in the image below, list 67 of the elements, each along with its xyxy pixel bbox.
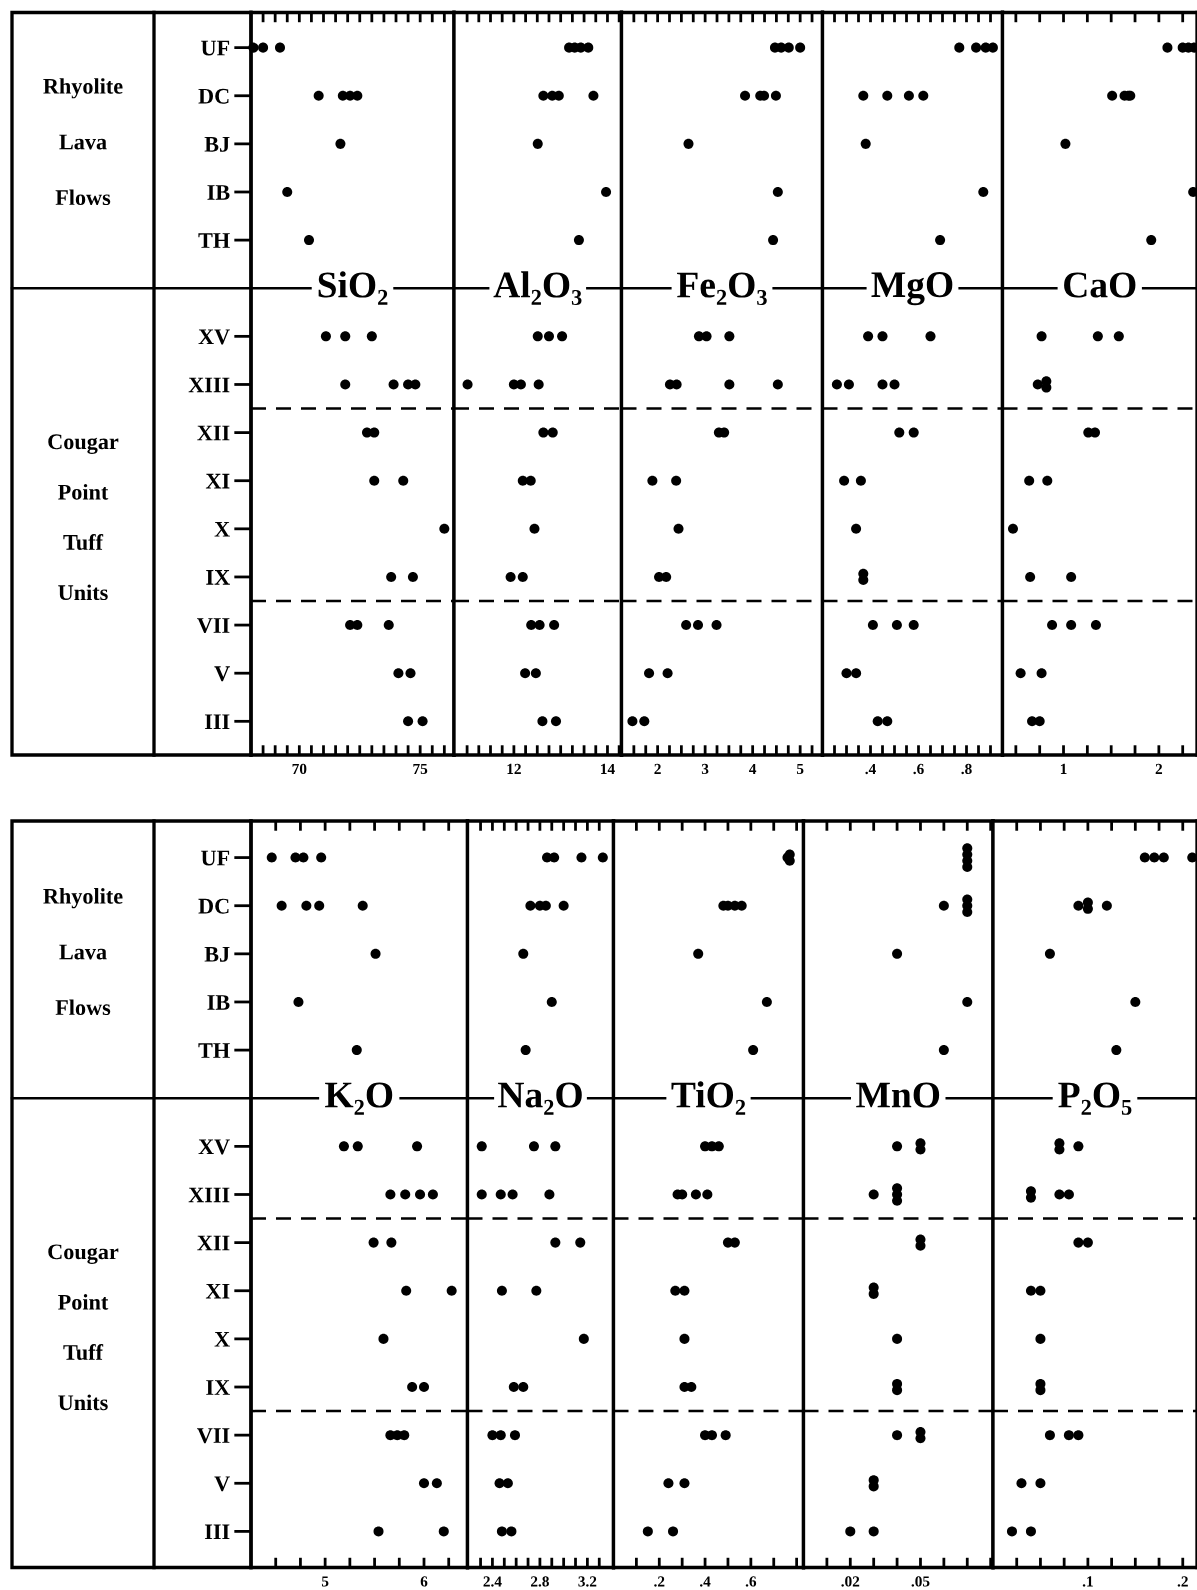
y-tick-label: DC xyxy=(198,88,229,104)
y-tick-label: X xyxy=(214,1332,230,1347)
x-tick-label: .4 xyxy=(700,1576,711,1587)
text: TiO₂ xyxy=(671,1081,746,1115)
x-tick-label: .2 xyxy=(654,1576,665,1587)
x-tick-label: 4 xyxy=(749,763,757,774)
x-tick-label: 2 xyxy=(1155,763,1163,774)
text: K₂O xyxy=(325,1082,393,1115)
y-tick-label: XV xyxy=(198,1139,230,1155)
x-tick-label: 1 xyxy=(1060,763,1067,774)
y-tick-label: IB xyxy=(207,995,230,1010)
y-tick-label: VII xyxy=(197,1428,230,1444)
y-tick-label: TH xyxy=(198,233,230,248)
text: Al₂O₃ xyxy=(493,271,582,306)
x-tick-label: 70 xyxy=(292,763,307,775)
y-tick-label: IX xyxy=(206,1380,230,1395)
y-tick-label: IX xyxy=(206,570,230,585)
text: Cougar Point Tuff Units xyxy=(48,434,119,601)
text: P₂O₅ xyxy=(1058,1082,1132,1115)
y-tick-label: XII xyxy=(197,425,230,441)
y-tick-label: UF xyxy=(201,850,230,866)
x-tick-label: 14 xyxy=(601,763,615,774)
y-tick-label: III xyxy=(204,1524,230,1540)
x-tick-label: 5 xyxy=(321,1576,329,1587)
y-tick-label: XII xyxy=(197,1235,230,1251)
x-tick-label: .05 xyxy=(911,1576,930,1587)
x-tick-label: .02 xyxy=(841,1576,860,1587)
y-tick-label: III xyxy=(204,714,230,730)
x-tick-label: 2.8 xyxy=(531,1576,549,1587)
y-tick-label: UF xyxy=(201,40,230,56)
y-tick-label: XI xyxy=(205,1283,230,1299)
y-tick-label: IB xyxy=(207,185,230,200)
x-tick-label: 6 xyxy=(420,1576,428,1587)
text: Rhyolite Lava Flows xyxy=(43,888,123,1016)
y-tick-label: BJ xyxy=(204,947,230,962)
x-tick-label: 3.2 xyxy=(578,1576,597,1587)
text: Rhyolite Lava Flows xyxy=(43,78,123,206)
x-tick-label: .6 xyxy=(745,1576,757,1587)
x-tick-label: 2.4 xyxy=(483,1576,502,1587)
y-tick-label: V xyxy=(214,666,230,682)
x-tick-label: .4 xyxy=(865,763,876,775)
text: CaO xyxy=(1064,272,1136,298)
y-tick-label: XV xyxy=(198,329,230,345)
y-tick-label: XIII xyxy=(188,1187,230,1203)
x-tick-label: 3 xyxy=(701,763,709,775)
y-tick-label: VII xyxy=(197,618,230,634)
x-tick-label: 5 xyxy=(796,763,804,775)
x-tick-label: .6 xyxy=(913,763,924,775)
y-tick-label: XI xyxy=(205,473,230,489)
x-tick-label: 12 xyxy=(507,763,521,774)
y-tick-label: V xyxy=(214,1476,230,1492)
x-tick-label: 75 xyxy=(413,763,428,775)
x-tick-label: .1 xyxy=(1082,1576,1093,1587)
x-tick-label: .2 xyxy=(1177,1576,1188,1587)
y-tick-label: X xyxy=(214,521,230,537)
text: Na₂O xyxy=(498,1082,582,1115)
text: SiO₂ xyxy=(318,271,388,305)
y-tick-label: DC xyxy=(198,898,229,914)
x-tick-label: .8 xyxy=(961,763,972,775)
text: MgO xyxy=(871,272,953,306)
y-tick-label: XIII xyxy=(188,377,230,393)
text: Cougar Point Tuff Units xyxy=(48,1244,119,1411)
y-tick-label: TH xyxy=(198,1043,230,1058)
text: MnO xyxy=(856,1082,940,1108)
x-tick-label: 2 xyxy=(654,763,661,774)
text: Fe₂O₃ xyxy=(677,272,767,306)
y-tick-label: BJ xyxy=(204,137,230,152)
